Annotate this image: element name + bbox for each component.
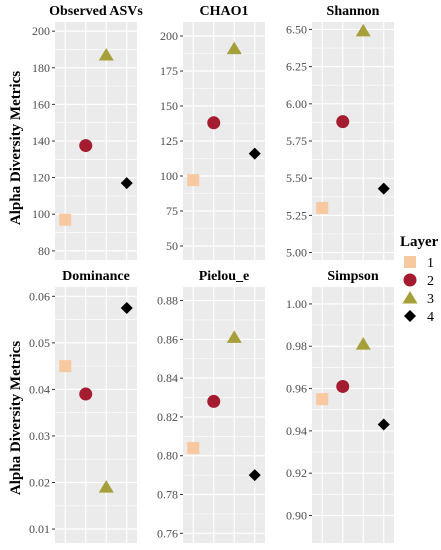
y-tick-label: 0.82 xyxy=(157,410,178,424)
data-point-layer-1 xyxy=(187,174,200,187)
legend-key-2 xyxy=(403,273,417,287)
y-tick-label: 200 xyxy=(32,24,50,38)
data-point-layer-2 xyxy=(336,115,350,129)
data-point-layer-1 xyxy=(59,213,72,226)
data-point-layer-3 xyxy=(98,480,114,493)
panel-title: CHAO1 xyxy=(200,4,249,19)
y-tick-label: 160 xyxy=(32,97,50,111)
chart-panels: 80 100 120 140 160 180 200 Observed ASVs 50 75 100… xyxy=(29,4,394,543)
legend-key-1 xyxy=(404,256,416,268)
y-tick-label: 6.50 xyxy=(286,22,307,36)
data-point-layer-3 xyxy=(98,47,114,61)
data-point-layer-2 xyxy=(79,139,93,153)
panel-title: Dominance xyxy=(62,269,130,284)
y-tick-label: 5.25 xyxy=(286,208,307,222)
panel-background xyxy=(183,287,265,543)
y-tick-label: 0.01 xyxy=(29,522,50,536)
y-tick-label: 5.75 xyxy=(286,134,307,148)
y-tick-label: 0.78 xyxy=(157,488,178,502)
panel-shannon: 5.00 5.25 5.50 5.75 6.00 6.25 6.50 Shannon xyxy=(286,4,394,260)
panel-title: Observed ASVs xyxy=(49,4,143,19)
y-tick-label: 125 xyxy=(160,134,178,148)
y-tick-label: 6.00 xyxy=(286,97,307,111)
panel-title: Simpson xyxy=(327,269,379,284)
legend-key-4 xyxy=(404,310,416,322)
y-tick-label: 150 xyxy=(160,99,178,113)
data-point-layer-1 xyxy=(59,360,72,373)
y-tick-label: 1.00 xyxy=(286,297,307,311)
legend-key-3 xyxy=(402,291,418,304)
y-tick-label: 0.76 xyxy=(157,526,178,540)
data-point-layer-2 xyxy=(336,379,350,393)
panel-observed-asvs: 80 100 120 140 160 180 200 Observed ASVs xyxy=(32,4,143,260)
y-tick-label: 120 xyxy=(32,171,50,185)
y-tick-label: 0.02 xyxy=(29,475,50,489)
data-point-layer-2 xyxy=(207,394,221,408)
y-tick-label: 175 xyxy=(160,64,178,78)
y-axis-label-top: Alpha Diversity Metrics xyxy=(8,71,24,225)
y-tick-label: 5.00 xyxy=(286,246,307,260)
y-tick-label: 6.25 xyxy=(286,60,307,74)
legend-label: 1 xyxy=(427,256,434,271)
y-tick-label: 180 xyxy=(32,61,50,75)
data-point-layer-3 xyxy=(355,337,371,350)
y-tick-label: 0.96 xyxy=(286,382,307,396)
y-tick-label: 0.90 xyxy=(286,508,307,522)
y-tick-label: 0.92 xyxy=(286,466,307,480)
data-point-layer-4 xyxy=(377,418,390,431)
y-tick-label: 5.50 xyxy=(286,171,307,185)
data-point-layer-1 xyxy=(316,201,329,214)
y-tick-label: 0.03 xyxy=(29,429,50,443)
data-point-layer-4 xyxy=(120,301,133,314)
data-point-layer-3 xyxy=(355,23,371,37)
panel-background xyxy=(55,287,137,543)
data-point-layer-1 xyxy=(316,393,329,406)
y-tick-label: 0.84 xyxy=(157,371,178,385)
y-tick-label: 200 xyxy=(160,29,178,43)
y-axis-label-bottom: Alpha Diversity Metrics xyxy=(8,341,24,495)
y-tick-label: 50 xyxy=(166,239,178,253)
legend-label: 2 xyxy=(427,274,434,289)
y-tick-label: 75 xyxy=(166,204,178,218)
data-point-layer-4 xyxy=(377,182,390,195)
data-point-layer-3 xyxy=(226,330,242,343)
y-tick-label: 0.88 xyxy=(157,294,178,308)
y-tick-label: 0.06 xyxy=(29,289,50,303)
panel-chao1: 50 75 100 125 150 175 200 CHAO1 xyxy=(160,4,265,260)
y-tick-label: 140 xyxy=(32,134,50,148)
y-tick-label: 0.04 xyxy=(29,382,50,396)
legend: Layer 1 2 3 4 xyxy=(400,234,439,325)
legend-label: 4 xyxy=(427,310,434,325)
data-point-layer-2 xyxy=(79,387,93,401)
panel-title: Pielou_e xyxy=(199,269,250,284)
y-tick-label: 0.05 xyxy=(29,336,50,350)
y-tick-label: 100 xyxy=(160,169,178,183)
panel-background xyxy=(312,287,394,543)
y-tick-label: 0.86 xyxy=(157,332,178,346)
y-tick-label: 100 xyxy=(32,207,50,221)
y-tick-label: 0.98 xyxy=(286,339,307,353)
legend-title: Layer xyxy=(400,234,439,250)
data-point-layer-1 xyxy=(187,441,200,454)
data-point-layer-3 xyxy=(226,41,242,55)
panel-pielou-e: 0.76 0.78 0.80 0.82 0.84 0.86 0.88 Pielou_e xyxy=(157,269,265,543)
panel-title: Shannon xyxy=(327,4,380,19)
data-point-layer-4 xyxy=(248,469,261,482)
y-tick-label: 80 xyxy=(38,244,50,258)
data-point-layer-2 xyxy=(207,116,221,130)
panel-simpson: 0.90 0.92 0.94 0.96 0.98 1.00 Simpson xyxy=(286,269,394,543)
y-tick-label: 0.80 xyxy=(157,449,178,463)
panel-dominance: 0.01 0.02 0.03 0.04 0.05 0.06 Dominance xyxy=(29,269,137,543)
data-point-layer-4 xyxy=(120,177,133,190)
legend-label: 3 xyxy=(427,292,434,307)
y-tick-label: 0.94 xyxy=(286,424,307,438)
data-point-layer-4 xyxy=(248,147,261,160)
